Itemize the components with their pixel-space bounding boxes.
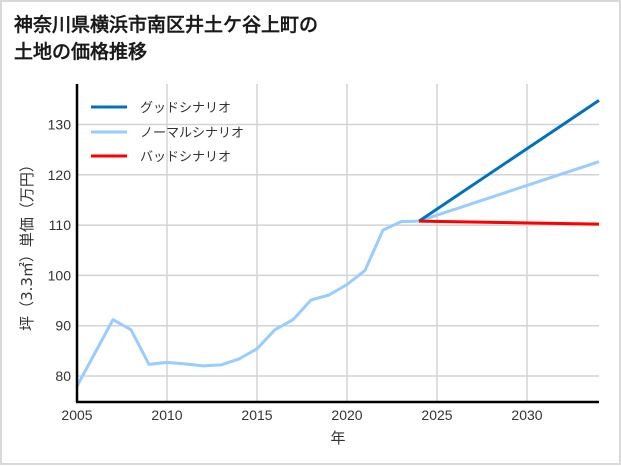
gridlines	[76, 84, 599, 402]
x-tick-label: 2025	[421, 407, 452, 423]
y-tick-label: 80	[55, 368, 71, 384]
legend-label-bad: バッドシナリオ	[140, 150, 231, 165]
y-tick-label: 110	[49, 217, 72, 233]
x-axis-label: 年	[330, 429, 345, 447]
series-line-bad	[418, 219, 600, 226]
x-tick-label: 2005	[61, 407, 92, 423]
series-line-normal	[75, 160, 600, 387]
legend: グッドシナリオ ノーマルシナリオ バッドシナリオ	[91, 101, 244, 165]
y-axis-label: 坪（3.3㎡）単価（万円）	[18, 157, 36, 331]
x-tick-label: 2030	[511, 407, 542, 423]
x-tick-labels: 2005 2010 2015 2020 2025 2030	[61, 407, 542, 423]
y-tick-label: 120	[48, 167, 72, 183]
y-tick-label: 90	[55, 318, 71, 334]
axes	[75, 84, 599, 404]
series-line-good	[418, 99, 600, 223]
x-tick-label: 2010	[151, 407, 182, 423]
y-tick-label: 100	[48, 267, 72, 283]
y-tick-labels: 80 90 100 110 120 130	[48, 117, 72, 385]
chart-title: 神奈川県横浜市南区井土ケ谷上町の 土地の価格推移	[14, 14, 319, 63]
legend-label-good: グッドシナリオ	[140, 101, 231, 116]
data-series	[75, 99, 600, 387]
x-tick-label: 2015	[241, 407, 272, 423]
y-tick-label: 130	[48, 117, 72, 133]
x-tick-label: 2020	[331, 407, 362, 423]
legend-label-normal: ノーマルシナリオ	[140, 126, 244, 141]
